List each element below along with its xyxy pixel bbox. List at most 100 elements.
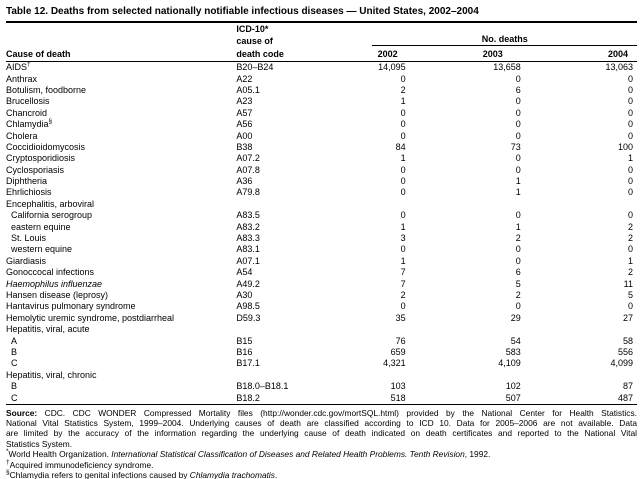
cause-text: C — [11, 392, 18, 403]
cause-text: Hemolytic uremic syndrome, postdiarrheal — [6, 312, 175, 323]
deaths-2003-cell: 0 — [515, 153, 521, 164]
table-row: Anthrax A22 0 0 0 — [6, 73, 637, 84]
icd-code-cell: A79.8 — [236, 187, 260, 198]
footnotes: *World Health Organization. Internationa… — [6, 448, 637, 479]
table-row: St. Louis A83.3 3 2 2 — [6, 233, 637, 244]
deaths-2003-cell: 1 — [515, 176, 521, 187]
footnote-symbol: * — [6, 448, 9, 456]
deaths-2004-cell: 87 — [622, 381, 633, 392]
cause-cell: Hemolytic uremic syndrome, postdiarrheal — [6, 313, 236, 324]
deaths-2002-cell — [324, 199, 410, 210]
cause-text: A — [11, 335, 18, 346]
table-body: AIDS† B20–B24 14,095 13,658 13,063 Anthr… — [6, 61, 637, 405]
deaths-2002-cell — [324, 370, 410, 381]
icd-code-cell: A83.2 — [236, 221, 260, 232]
no-deaths-group-header: No. deaths — [372, 34, 637, 46]
deaths-2002-cell: 0 — [400, 210, 406, 221]
table-row: Coccidioidomycosis B38 84 73 100 — [6, 142, 637, 153]
table-row: Hantavirus pulmonary syndrome A98.5 0 0 … — [6, 301, 637, 312]
icd-code-cell: B18.0–B18.1 — [236, 381, 289, 392]
table-row: B B16 659 583 556 — [6, 347, 637, 358]
cause-cell: Encephalitis, arboviral — [6, 199, 236, 210]
table-row: AIDS† B20–B24 14,095 13,658 13,063 — [6, 61, 637, 74]
deaths-2002-cell: 3 — [400, 233, 406, 244]
cause-cell: AIDS† — [6, 61, 236, 74]
deaths-2003-cell: 54 — [510, 335, 521, 346]
deaths-2004-cell: 0 — [627, 119, 633, 130]
table-row: C B18.2 518 507 487 — [6, 392, 637, 404]
header-year-2004: 2004 — [607, 49, 628, 59]
icd-code-cell: A57 — [236, 107, 253, 118]
deaths-2002-cell: 84 — [395, 141, 406, 152]
table-row: A B15 76 54 58 — [6, 335, 637, 346]
deaths-2003-cell: 29 — [510, 312, 521, 323]
cause-text: Hepatitis, viral, chronic — [6, 369, 97, 380]
table-row: Cryptosporidiosis A07.2 1 0 1 — [6, 153, 637, 164]
icd-code-cell: A83.1 — [236, 244, 260, 255]
cause-cell: Diphtheria — [6, 176, 236, 187]
icd-code-cell: A22 — [236, 73, 253, 84]
deaths-2003-cell: 6 — [515, 267, 521, 278]
footnote-italic-text: Chlamydia trachomatis — [189, 470, 275, 479]
table-row: Hepatitis, viral, acute — [6, 324, 637, 335]
deaths-2002-cell: 0 — [400, 176, 406, 187]
footnote-dagger: †Acquired immunodeficiency syndrome. — [6, 459, 637, 471]
table-row: Cyclosporiasis A07.8 0 0 0 — [6, 165, 637, 176]
deaths-2004-cell: 100 — [617, 141, 633, 152]
deaths-2004-cell: 2 — [627, 233, 633, 244]
source-note: Source: CDC. CDC WONDER Compressed Morta… — [6, 408, 637, 449]
cause-cell: Hepatitis, viral, chronic — [6, 370, 236, 381]
table-row: Botulism, foodborne A05.1 2 6 0 — [6, 85, 637, 96]
deaths-2002-cell — [324, 324, 410, 335]
icd-code-cell: D59.3 — [236, 312, 261, 323]
cause-text: Brucellosis — [6, 96, 50, 107]
header-icd-line1: ICD-10* — [236, 24, 269, 34]
table-header: ICD-10* cause of No. deaths Cause of dea… — [6, 24, 637, 62]
cause-text: Chancroid — [6, 107, 48, 118]
deaths-2002-cell: 1 — [400, 153, 406, 164]
deaths-2003-cell: 0 — [515, 244, 521, 255]
cause-cell: Haemophilus influenzae — [6, 278, 236, 289]
deaths-2004-cell: 4,099 — [610, 358, 633, 369]
footnote-text: . — [274, 470, 278, 479]
deaths-2002-cell: 4,321 — [383, 358, 406, 369]
cause-cell: Hantavirus pulmonary syndrome — [6, 301, 236, 312]
table-row: Hepatitis, viral, chronic — [6, 370, 637, 381]
deaths-2002-cell: 76 — [395, 335, 406, 346]
cause-text: AIDS — [6, 62, 28, 73]
table-row: Haemophilus influenzae A49.2 7 5 11 — [6, 278, 637, 289]
table-row: Cholera A00 0 0 0 — [6, 130, 637, 141]
source-text: CDC. CDC WONDER Compressed Mortality fil… — [37, 407, 637, 418]
table-row: Hansen disease (leprosy) A30 2 2 5 — [6, 290, 637, 301]
deaths-2003-cell: 2 — [515, 233, 521, 244]
cause-cell: Hepatitis, viral, acute — [6, 324, 236, 335]
deaths-2004-cell: 0 — [627, 73, 633, 84]
source-label: Source: — [6, 407, 38, 418]
deaths-2004-cell: 27 — [622, 312, 633, 323]
cause-text: St. Louis — [11, 233, 47, 244]
header-icd-line3: death code — [236, 49, 284, 59]
icd-code-cell: A36 — [236, 176, 253, 187]
footnote-text: , 1992. — [464, 448, 491, 459]
cause-text: Cholera — [6, 130, 38, 141]
deaths-2002-cell: 0 — [400, 130, 406, 141]
deaths-2004-cell: 13,063 — [605, 62, 633, 73]
deaths-2003-cell: 0 — [515, 164, 521, 175]
deaths-2004-cell: 2 — [627, 221, 633, 232]
cause-text: Ehrlichiosis — [6, 187, 52, 198]
cause-cell: Chancroid — [6, 108, 236, 119]
cause-text: California serogroup — [11, 210, 93, 221]
icd-code-cell: B15 — [236, 335, 253, 346]
deaths-2004-cell: 5 — [627, 290, 633, 300]
cause-cell: C — [6, 358, 236, 369]
deaths-2002-cell: 0 — [400, 187, 406, 198]
deaths-2004-cell: 0 — [627, 84, 633, 95]
cause-text: B — [11, 346, 18, 357]
icd-code-cell: A83.3 — [236, 233, 260, 244]
deaths-2003-cell — [411, 370, 525, 381]
deaths-2003-cell: 0 — [515, 255, 521, 266]
deaths-2003-cell: 0 — [515, 107, 521, 118]
deaths-2002-cell: 0 — [400, 107, 406, 118]
cause-cell: eastern equine — [6, 221, 236, 232]
cause-cell: Ehrlichiosis — [6, 187, 236, 198]
